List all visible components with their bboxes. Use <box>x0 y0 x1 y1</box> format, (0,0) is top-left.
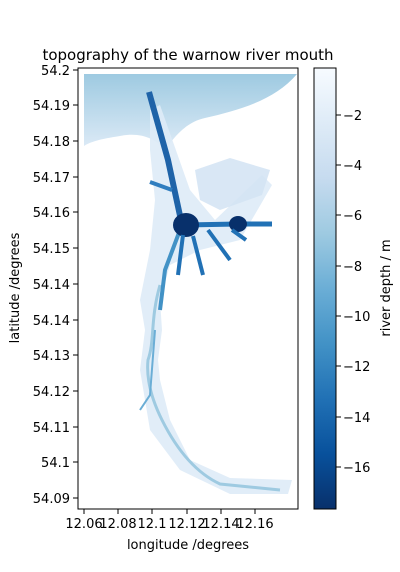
plot-frame <box>77 67 299 510</box>
main-channel <box>146 91 185 226</box>
plot-area <box>78 68 298 509</box>
colorbar: −2 −4 −6 −8 −10 −12 −14 −16 river depth … <box>313 67 394 510</box>
colorbar-tick-label: −6 <box>343 209 362 224</box>
pier-3 <box>206 228 232 262</box>
x-tick-label: 12.12 <box>168 517 205 532</box>
pier-4 <box>230 228 248 242</box>
colorbar-tick-label: −12 <box>343 360 370 375</box>
colorbar-tick-label: −16 <box>343 461 370 476</box>
y-tick-label: 54.17 <box>33 171 70 186</box>
x-tick-label: 12.16 <box>236 517 273 532</box>
sea-region <box>84 74 297 150</box>
y-tick-label: 54.2 <box>41 64 70 79</box>
colorbar-label: river depth / m <box>379 239 394 336</box>
channel-branch <box>149 180 173 192</box>
side-basin <box>195 158 270 210</box>
lower-channel <box>146 284 281 492</box>
colorbar-tick-label: −8 <box>343 260 362 275</box>
y-tick-label: 54.11 <box>33 421 70 436</box>
harbour-basin-east <box>229 216 247 232</box>
y-tick-label: 54.12 <box>33 385 70 400</box>
y-tick-label: 54.19 <box>33 99 70 114</box>
side-channel <box>139 329 156 411</box>
x-tick-label: 12.14 <box>202 517 239 532</box>
colorbar-tick-label: −14 <box>343 411 370 426</box>
y-tick-label: 54.16 <box>33 206 70 221</box>
y-tick-label: 54.15 <box>33 242 70 257</box>
chart-title: topography of the warnow river mouth <box>42 46 333 64</box>
pier-1 <box>176 234 185 276</box>
x-tick-label: 12.08 <box>99 517 136 532</box>
y-tick-label: 54.1 <box>41 456 70 471</box>
harbour-south-channel <box>158 229 182 311</box>
colorbar-tick-label: −10 <box>343 310 370 325</box>
harbour-basin-main <box>173 213 199 237</box>
x-tick-label: 12.06 <box>65 517 102 532</box>
x-axis-label: longitude /degrees <box>127 538 249 553</box>
y-tick-label: 54.14 <box>33 278 70 293</box>
colorbar-tick-label: −2 <box>343 109 362 124</box>
pier-2 <box>191 235 205 276</box>
y-tick-label: 54.09 <box>33 492 70 507</box>
y-axis-label: latitude /degrees <box>8 232 23 343</box>
y-tick-label: 54.14 <box>33 314 70 329</box>
y-tick-label: 54.13 <box>33 349 70 364</box>
y-tick-label: 54.18 <box>33 135 70 150</box>
colorbar-tick-label: −4 <box>343 159 362 174</box>
x-axis: 12.06 12.08 12.1 12.12 12.14 12.16 longi… <box>65 509 274 553</box>
x-tick-label: 12.1 <box>138 517 167 532</box>
y-axis: 54.2 54.19 54.18 54.17 54.16 54.15 54.14… <box>8 64 78 507</box>
